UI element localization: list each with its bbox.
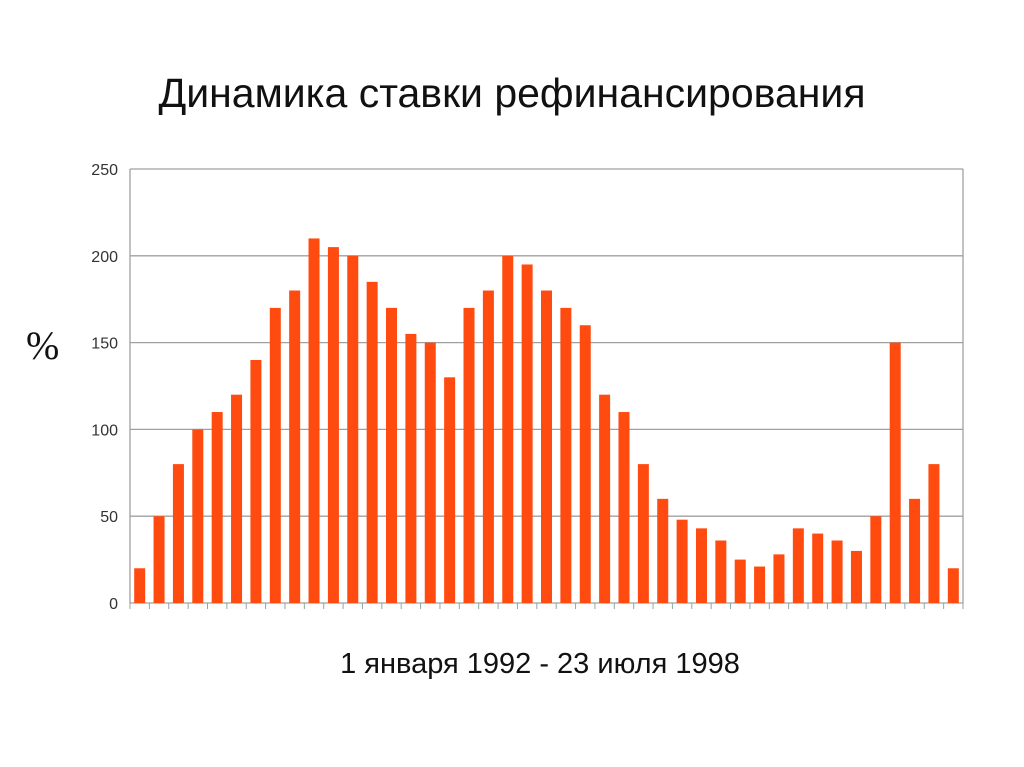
x-axis-label: 1 января 1992 - 23 июля 1998 <box>340 648 740 680</box>
bar <box>618 412 630 603</box>
y-tick-label: 250 <box>91 162 118 179</box>
bar <box>192 429 204 603</box>
bar <box>676 519 688 603</box>
bar <box>482 290 494 603</box>
y-axis-label: % <box>26 323 60 368</box>
bar <box>812 533 824 603</box>
bar <box>502 255 514 604</box>
bar <box>947 568 959 603</box>
bar <box>909 498 921 603</box>
bar <box>695 528 707 603</box>
bar <box>231 394 243 603</box>
chart-title: Динамика ставки рефинансирования <box>158 70 866 116</box>
bar <box>754 566 766 603</box>
bar <box>424 342 436 603</box>
bar <box>308 238 320 603</box>
bar <box>870 516 882 603</box>
bar <box>327 247 339 603</box>
y-tick-label: 50 <box>100 509 118 526</box>
bar <box>405 333 417 603</box>
bar <box>366 281 378 603</box>
bar <box>560 307 572 603</box>
bar <box>831 540 843 603</box>
y-tick-label: 200 <box>91 249 118 266</box>
bar <box>792 528 804 603</box>
bar <box>773 554 785 603</box>
bar <box>289 290 301 603</box>
y-tick-label: 100 <box>91 422 118 439</box>
bar <box>386 307 398 603</box>
bar <box>444 377 456 603</box>
bar <box>172 464 184 603</box>
bar <box>889 342 901 603</box>
bar <box>579 325 591 603</box>
bar <box>347 255 359 604</box>
bar <box>541 290 552 603</box>
bar <box>637 464 649 603</box>
bar <box>928 464 940 603</box>
bar <box>153 516 165 603</box>
bar <box>599 394 611 603</box>
bar <box>715 540 727 603</box>
y-tick-label: 0 <box>109 596 118 613</box>
bar <box>211 412 223 603</box>
bar <box>521 264 533 603</box>
bar <box>850 550 862 603</box>
bar <box>734 559 746 603</box>
bar <box>657 498 669 603</box>
bar <box>134 568 146 603</box>
y-tick-label: 150 <box>91 336 118 353</box>
bar <box>250 359 262 603</box>
bar <box>269 307 281 603</box>
bar <box>463 307 475 603</box>
